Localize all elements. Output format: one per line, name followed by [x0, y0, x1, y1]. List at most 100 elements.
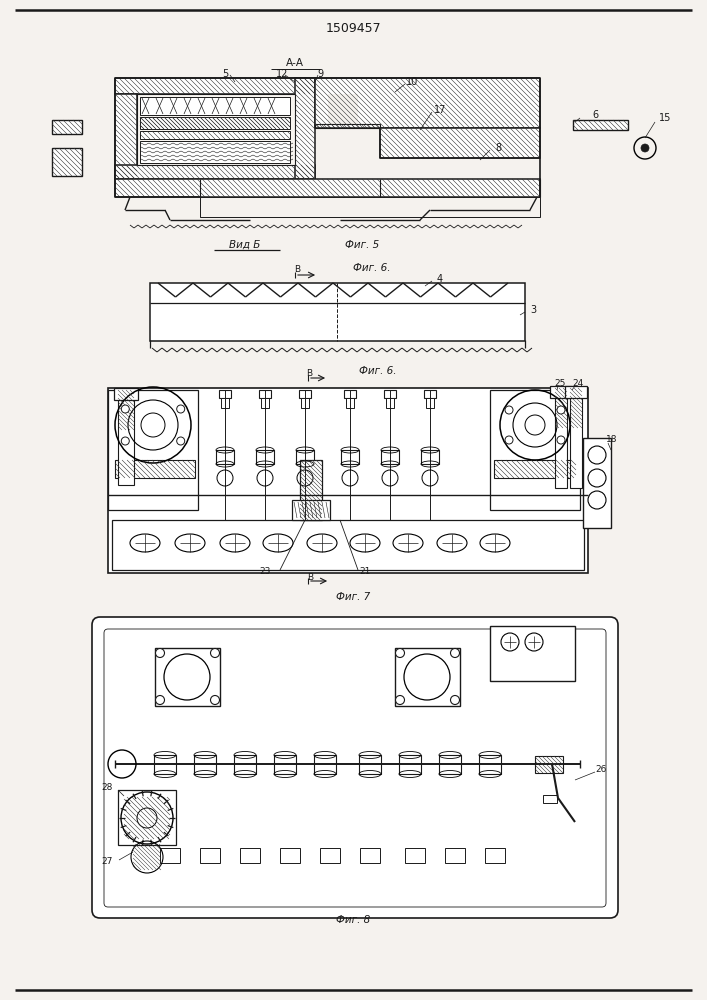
Bar	[292, 500, 330, 520]
Bar	[301, 398, 309, 408]
Circle shape	[156, 696, 165, 704]
Bar	[280, 848, 300, 863]
Bar	[140, 141, 290, 163]
Bar	[140, 97, 290, 115]
Circle shape	[395, 648, 404, 658]
Bar	[295, 78, 315, 179]
Bar	[573, 120, 628, 130]
Circle shape	[450, 648, 460, 658]
Bar	[115, 460, 195, 478]
Bar	[299, 390, 311, 398]
Circle shape	[122, 405, 129, 413]
Text: 26: 26	[595, 766, 607, 774]
Text: 18: 18	[606, 436, 618, 444]
Bar	[52, 120, 82, 134]
Circle shape	[557, 406, 565, 414]
Circle shape	[177, 437, 185, 445]
Circle shape	[177, 405, 185, 413]
Bar	[395, 648, 460, 706]
Text: Фиг. 7: Фиг. 7	[336, 592, 370, 602]
Bar	[550, 386, 572, 398]
Bar	[234, 755, 256, 774]
Bar	[384, 390, 396, 398]
Bar	[445, 848, 465, 863]
Bar	[341, 450, 359, 464]
Text: 21: 21	[359, 568, 370, 576]
Bar	[315, 124, 380, 128]
Bar	[259, 390, 271, 398]
Bar	[200, 197, 540, 217]
Bar	[565, 386, 587, 398]
Bar	[140, 117, 290, 129]
Bar	[240, 848, 260, 863]
Circle shape	[156, 648, 165, 658]
Bar	[115, 165, 315, 179]
Bar	[261, 398, 269, 408]
Bar	[583, 438, 611, 528]
Bar	[426, 398, 434, 408]
Bar	[386, 398, 394, 408]
Circle shape	[211, 696, 219, 704]
Text: 12: 12	[276, 69, 288, 79]
Bar	[137, 94, 295, 165]
Text: 25: 25	[554, 379, 566, 388]
Text: Вид Б: Вид Б	[229, 240, 261, 250]
Text: Фиг. 6.: Фиг. 6.	[354, 263, 391, 273]
Circle shape	[505, 406, 513, 414]
Bar	[52, 148, 82, 176]
Bar	[194, 755, 216, 774]
Bar	[344, 390, 356, 398]
Bar	[118, 390, 134, 485]
Text: 10: 10	[406, 77, 418, 87]
Text: 9: 9	[317, 69, 323, 79]
Text: В: В	[306, 368, 312, 377]
Text: В: В	[307, 572, 313, 582]
Bar	[439, 755, 461, 774]
Bar	[543, 795, 557, 803]
Bar	[314, 755, 336, 774]
Bar	[381, 450, 399, 464]
Text: 6: 6	[592, 110, 598, 120]
Text: 17: 17	[434, 105, 446, 115]
Bar	[296, 450, 314, 464]
Bar	[274, 755, 296, 774]
Bar	[380, 128, 540, 158]
Bar	[115, 179, 540, 197]
Bar	[485, 848, 505, 863]
Circle shape	[641, 144, 649, 152]
Bar	[570, 388, 582, 488]
Text: 3: 3	[530, 305, 536, 315]
Bar	[421, 450, 439, 464]
Bar	[555, 388, 567, 488]
Circle shape	[505, 436, 513, 444]
Bar	[160, 848, 180, 863]
Text: 23: 23	[259, 568, 271, 576]
Bar	[200, 848, 220, 863]
Bar	[108, 388, 588, 573]
Bar	[346, 398, 354, 408]
Bar	[360, 848, 380, 863]
Bar	[256, 450, 274, 464]
Bar	[216, 450, 234, 464]
Bar	[328, 94, 358, 128]
Text: 15: 15	[659, 113, 671, 123]
Bar	[479, 755, 501, 774]
Bar	[300, 460, 322, 520]
Bar	[112, 520, 584, 570]
Text: 1509457: 1509457	[325, 21, 381, 34]
Bar	[219, 390, 231, 398]
Bar	[320, 848, 340, 863]
Bar	[359, 755, 381, 774]
FancyBboxPatch shape	[92, 617, 618, 918]
Text: В: В	[294, 265, 300, 274]
Bar	[150, 283, 525, 341]
Bar	[399, 755, 421, 774]
Bar	[114, 388, 138, 400]
Text: 27: 27	[102, 857, 113, 866]
Text: 4: 4	[437, 274, 443, 284]
Circle shape	[557, 436, 565, 444]
Bar	[108, 390, 198, 510]
Text: 5: 5	[222, 69, 228, 79]
Text: 24: 24	[573, 379, 583, 388]
Bar	[118, 790, 176, 845]
